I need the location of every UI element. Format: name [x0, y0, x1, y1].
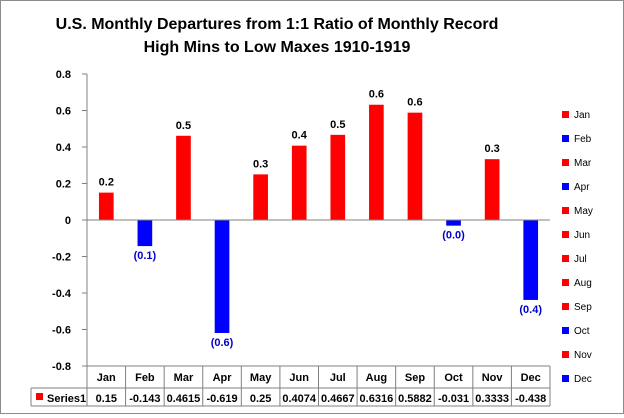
- legend-swatch: [562, 255, 569, 262]
- bar-nov: [484, 159, 500, 220]
- data-label: 0.5: [330, 119, 345, 131]
- data-table: Jan 0.15 Feb -0.143 Mar 0.4615 Apr -0.619 May 0.2…: [30, 365, 551, 407]
- table-value: -0.619: [206, 393, 237, 405]
- data-label: (0.4): [519, 304, 542, 316]
- data-label: 0.2: [99, 177, 114, 189]
- y-tick-label: 0.2: [56, 179, 71, 191]
- legend-swatch: [562, 279, 569, 286]
- bar-apr: [214, 220, 230, 333]
- legend-swatch: [562, 375, 569, 382]
- table-value: 0.25: [250, 393, 271, 405]
- bar-jun: [291, 145, 307, 220]
- table-value: 0.5882: [398, 393, 432, 405]
- legend: Jan Feb Mar Apr May Jun Jul Aug Sep Oct Nov Dec: [562, 110, 593, 385]
- legend-swatch: [562, 327, 569, 334]
- legend-label: Oct: [574, 326, 590, 337]
- x-tick-label: Jan: [97, 372, 116, 384]
- series-key: [36, 393, 43, 400]
- legend-label: Dec: [574, 374, 592, 385]
- legend-swatch: [562, 135, 569, 142]
- table-value: -0.438: [515, 393, 546, 405]
- y-tick-label: -0.4: [52, 288, 72, 300]
- chart-title-line-1: U.S. Monthly Departures from 1:1 Ratio o…: [56, 16, 499, 33]
- legend-swatch: [562, 111, 569, 118]
- series-name: Series1: [47, 393, 86, 405]
- table-value: -0.143: [129, 393, 160, 405]
- data-label: 0.5: [176, 120, 191, 132]
- bar-mar: [176, 135, 191, 220]
- legend-label: Jan: [574, 110, 590, 121]
- legend-label: Sep: [574, 302, 592, 313]
- x-tick-label: Feb: [135, 372, 155, 384]
- bar-feb: [137, 220, 153, 247]
- bar-aug: [369, 104, 384, 220]
- table-value: 0.15: [96, 393, 117, 405]
- legend-label: Nov: [574, 350, 592, 361]
- bar-jan: [98, 192, 114, 220]
- y-tick-label: 0.6: [56, 106, 71, 118]
- legend-swatch: [562, 303, 569, 310]
- y-tick-label: -0.6: [52, 325, 71, 337]
- y-axis: 0.8 0.6 0.4 0.2 0 -0.2 -0.4 -0.6 -0.8: [52, 69, 88, 373]
- legend-label: Mar: [574, 158, 592, 169]
- table-value: 0.3333: [475, 393, 509, 405]
- bar-may: [253, 174, 268, 220]
- legend-label: Jun: [574, 230, 590, 241]
- table-value: 0.4667: [321, 393, 355, 405]
- data-label: (0.6): [211, 337, 234, 349]
- data-label: 0.6: [407, 97, 422, 109]
- bar-oct: [446, 220, 461, 226]
- legend-swatch: [562, 231, 569, 238]
- y-tick-label: -0.8: [52, 361, 71, 373]
- data-label: 0.3: [484, 143, 499, 155]
- legend-label: Apr: [574, 182, 590, 193]
- bar-jul: [330, 134, 346, 220]
- table-value: -0.031: [438, 393, 469, 405]
- legend-swatch: [562, 183, 569, 190]
- legend-label: May: [574, 206, 593, 217]
- data-label: 0.4: [292, 130, 308, 142]
- x-tick-label: Mar: [174, 372, 194, 384]
- x-tick-label: May: [250, 372, 272, 384]
- legend-swatch: [562, 351, 569, 358]
- x-tick-label: Sep: [405, 372, 425, 384]
- y-tick-label: 0.8: [56, 69, 71, 81]
- legend-label: Feb: [574, 134, 592, 145]
- y-tick-label: 0: [65, 215, 71, 227]
- data-label: 0.3: [253, 158, 268, 170]
- x-tick-label: Dec: [521, 372, 541, 384]
- x-tick-label: Apr: [213, 372, 233, 384]
- data-labels: 0.2 (0.1) 0.5 (0.6) 0.3 0.4 0.5 0.6 0.6 (0.0) 0.3 (…: [99, 89, 543, 349]
- data-label: (0.0): [442, 230, 465, 242]
- x-tick-label: Jun: [289, 372, 309, 384]
- legend-swatch: [562, 207, 569, 214]
- x-tick-label: Nov: [482, 372, 504, 384]
- bar-sep: [407, 112, 423, 220]
- table-value: 0.4615: [167, 393, 201, 405]
- data-label: 0.6: [369, 89, 384, 101]
- legend-label: Aug: [574, 278, 592, 289]
- legend-swatch: [562, 159, 569, 166]
- bars: [87, 104, 550, 333]
- table-value: 0.4074: [282, 393, 317, 405]
- chart-title: U.S. Monthly Departures from 1:1 Ratio o…: [56, 16, 499, 56]
- x-tick-label: Aug: [366, 372, 387, 384]
- chart-title-line-2: High Mins to Low Maxes 1910-1919: [144, 39, 411, 56]
- data-label: (0.1): [134, 250, 157, 262]
- y-tick-label: -0.2: [52, 252, 71, 264]
- x-tick-label: Jul: [330, 372, 346, 384]
- legend-label: Jul: [574, 254, 587, 265]
- x-tick-label: Oct: [444, 372, 463, 384]
- y-tick-label: 0.4: [56, 142, 72, 154]
- table-value: 0.6316: [360, 393, 394, 405]
- bar-dec: [523, 220, 539, 300]
